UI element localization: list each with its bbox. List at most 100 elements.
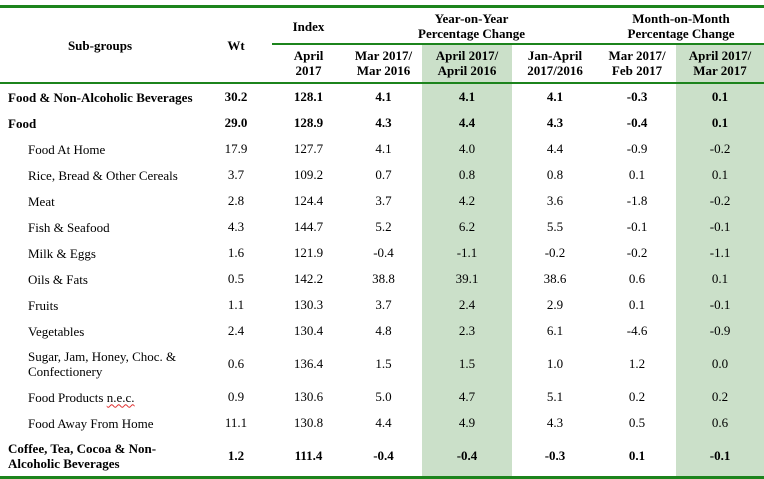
header-col-mar2017-feb2017: Mar 2017/ Feb 2017 xyxy=(598,44,677,84)
data-cell: -0.1 xyxy=(676,292,764,318)
data-cell: 5.2 xyxy=(375,219,392,234)
data-cell: 38.6 xyxy=(543,271,567,286)
table-row: Food Products n.e.c. 0.9 130.6 5.0 4.7 5.1 0.2… xyxy=(0,384,764,410)
data-cell: 4.1 xyxy=(422,83,512,110)
cpi-subgroups-table: Sub-groups Wt Index Year-on-Year Percent… xyxy=(0,5,764,479)
row-label: Coffee, Tea, Cocoa & Non-Alcoholic Bever… xyxy=(0,436,200,478)
row-label-text: Oils & Fats xyxy=(28,271,88,287)
data-cell: 4.3 xyxy=(546,415,564,430)
data-cell: 4.1 xyxy=(375,89,392,104)
header-col-mar2017-mar2016: Mar 2017/ Mar 2016 xyxy=(345,44,422,84)
header-col-april2017-mar2017: April 2017/ Mar 2017 xyxy=(676,44,764,84)
data-cell: 111.4 xyxy=(294,448,323,463)
header-subgroups: Sub-groups xyxy=(0,6,200,84)
data-cell: -0.1 xyxy=(676,214,764,240)
data-cell: 130.6 xyxy=(293,389,324,404)
data-cell: 30.2 xyxy=(224,89,248,104)
row-label-text: Fruits xyxy=(28,297,59,313)
table-header: Sub-groups Wt Index Year-on-Year Percent… xyxy=(0,6,764,84)
data-cell: 0.1 xyxy=(628,167,646,182)
data-cell: 2.8 xyxy=(227,193,245,208)
table-row: Milk & Eggs 1.6 121.9 -0.4 -1.1 -0.2 -0.2 -1.1 xyxy=(0,240,764,266)
data-cell: 4.1 xyxy=(375,141,392,156)
data-cell: 0.1 xyxy=(676,83,764,110)
data-cell: 4.9 xyxy=(422,410,512,436)
data-cell: -0.2 xyxy=(676,136,764,162)
row-label: Milk & Eggs xyxy=(0,240,200,266)
data-cell: 5.1 xyxy=(546,389,564,404)
row-label: Food Products n.e.c. xyxy=(0,384,200,410)
data-cell: -4.6 xyxy=(626,323,648,338)
data-cell: 4.3 xyxy=(375,115,392,130)
data-cell: 0.1 xyxy=(676,110,764,136)
data-cell: 109.2 xyxy=(293,167,324,182)
header-wt: Wt xyxy=(200,6,272,84)
data-cell: 124.4 xyxy=(293,193,324,208)
row-label: Vegetables xyxy=(0,318,200,344)
table-row: Food At Home 17.9 127.7 4.1 4.0 4.4 -0.9 -0.2 xyxy=(0,136,764,162)
data-cell: 1.1 xyxy=(227,297,245,312)
data-cell: 4.3 xyxy=(227,219,245,234)
data-cell: 0.2 xyxy=(676,384,764,410)
data-cell: 3.7 xyxy=(227,167,245,182)
data-cell: 0.0 xyxy=(676,344,764,384)
row-label: Oils & Fats xyxy=(0,266,200,292)
table-row: Food & Non-Alcoholic Beverages 30.2 128.1 4… xyxy=(0,83,764,110)
data-cell: -1.1 xyxy=(422,240,512,266)
data-cell: -0.4 xyxy=(422,436,512,478)
data-cell: 0.1 xyxy=(628,448,646,463)
data-cell: 0.5 xyxy=(227,271,245,286)
data-cell: 1.2 xyxy=(628,356,646,371)
row-label-text: Sugar, Jam, Honey, Choc. & Confectionery xyxy=(28,349,177,379)
data-cell: 142.2 xyxy=(293,271,324,286)
row-label: Food Away From Home xyxy=(0,410,200,436)
data-cell: 130.3 xyxy=(293,297,324,312)
table-row: Meat 2.8 124.4 3.7 4.2 3.6 -1.8 -0.2 xyxy=(0,188,764,214)
data-cell: 1.2 xyxy=(227,448,245,463)
data-cell: 5.0 xyxy=(375,389,392,404)
data-cell: 0.2 xyxy=(628,389,646,404)
table-row: Vegetables 2.4 130.4 4.8 2.3 6.1 -4.6 -0.9 xyxy=(0,318,764,344)
data-cell: 4.4 xyxy=(375,415,392,430)
data-cell: 0.6 xyxy=(676,410,764,436)
header-index-group: Index xyxy=(272,6,345,45)
data-cell: -0.4 xyxy=(373,245,394,260)
data-cell: 0.1 xyxy=(676,266,764,292)
data-cell: 4.8 xyxy=(375,323,392,338)
header-mom-group: Month-on-Month Percentage Change xyxy=(598,6,764,45)
data-cell: 1.5 xyxy=(375,356,392,371)
data-cell: 0.6 xyxy=(227,356,245,371)
table-row: Fish & Seafood 4.3 144.7 5.2 6.2 5.5 -0.1 -0.1 xyxy=(0,214,764,240)
row-label: Sugar, Jam, Honey, Choc. & Confectionery xyxy=(0,344,200,384)
misspelled-text: n.e.c. xyxy=(106,389,135,405)
row-label: Food At Home xyxy=(0,136,200,162)
header-col-april2017-april2016: April 2017/ April 2016 xyxy=(422,44,512,84)
data-cell: 2.9 xyxy=(546,297,564,312)
data-cell: -0.3 xyxy=(626,89,648,104)
data-cell: 6.1 xyxy=(546,323,564,338)
data-cell: 1.5 xyxy=(422,344,512,384)
row-label-text: Food Products xyxy=(28,389,107,405)
data-cell: 29.0 xyxy=(224,115,248,130)
row-label-text: Meat xyxy=(28,193,55,209)
data-cell: -1.8 xyxy=(626,193,648,208)
header-col-janapril-2017-2016: Jan-April 2017/2016 xyxy=(512,44,599,84)
data-cell: 1.0 xyxy=(546,356,564,371)
data-cell: 0.1 xyxy=(676,162,764,188)
table-row: Food 29.0 128.9 4.3 4.4 4.3 -0.4 0.1 xyxy=(0,110,764,136)
data-cell: 2.4 xyxy=(227,323,245,338)
data-cell: 128.1 xyxy=(293,89,324,104)
data-cell: 3.7 xyxy=(375,193,392,208)
data-cell: 130.8 xyxy=(293,415,324,430)
data-cell: -0.9 xyxy=(676,318,764,344)
data-cell: 39.1 xyxy=(422,266,512,292)
data-cell: 4.7 xyxy=(422,384,512,410)
data-cell: -0.4 xyxy=(373,448,394,463)
header-col-april-2017: April 2017 xyxy=(272,44,345,84)
data-cell: 127.7 xyxy=(293,141,324,156)
data-cell: 6.2 xyxy=(422,214,512,240)
data-cell: 0.7 xyxy=(375,167,392,182)
data-cell: 11.1 xyxy=(224,415,248,430)
data-cell: 3.7 xyxy=(375,297,392,312)
data-cell: -0.1 xyxy=(626,219,648,234)
